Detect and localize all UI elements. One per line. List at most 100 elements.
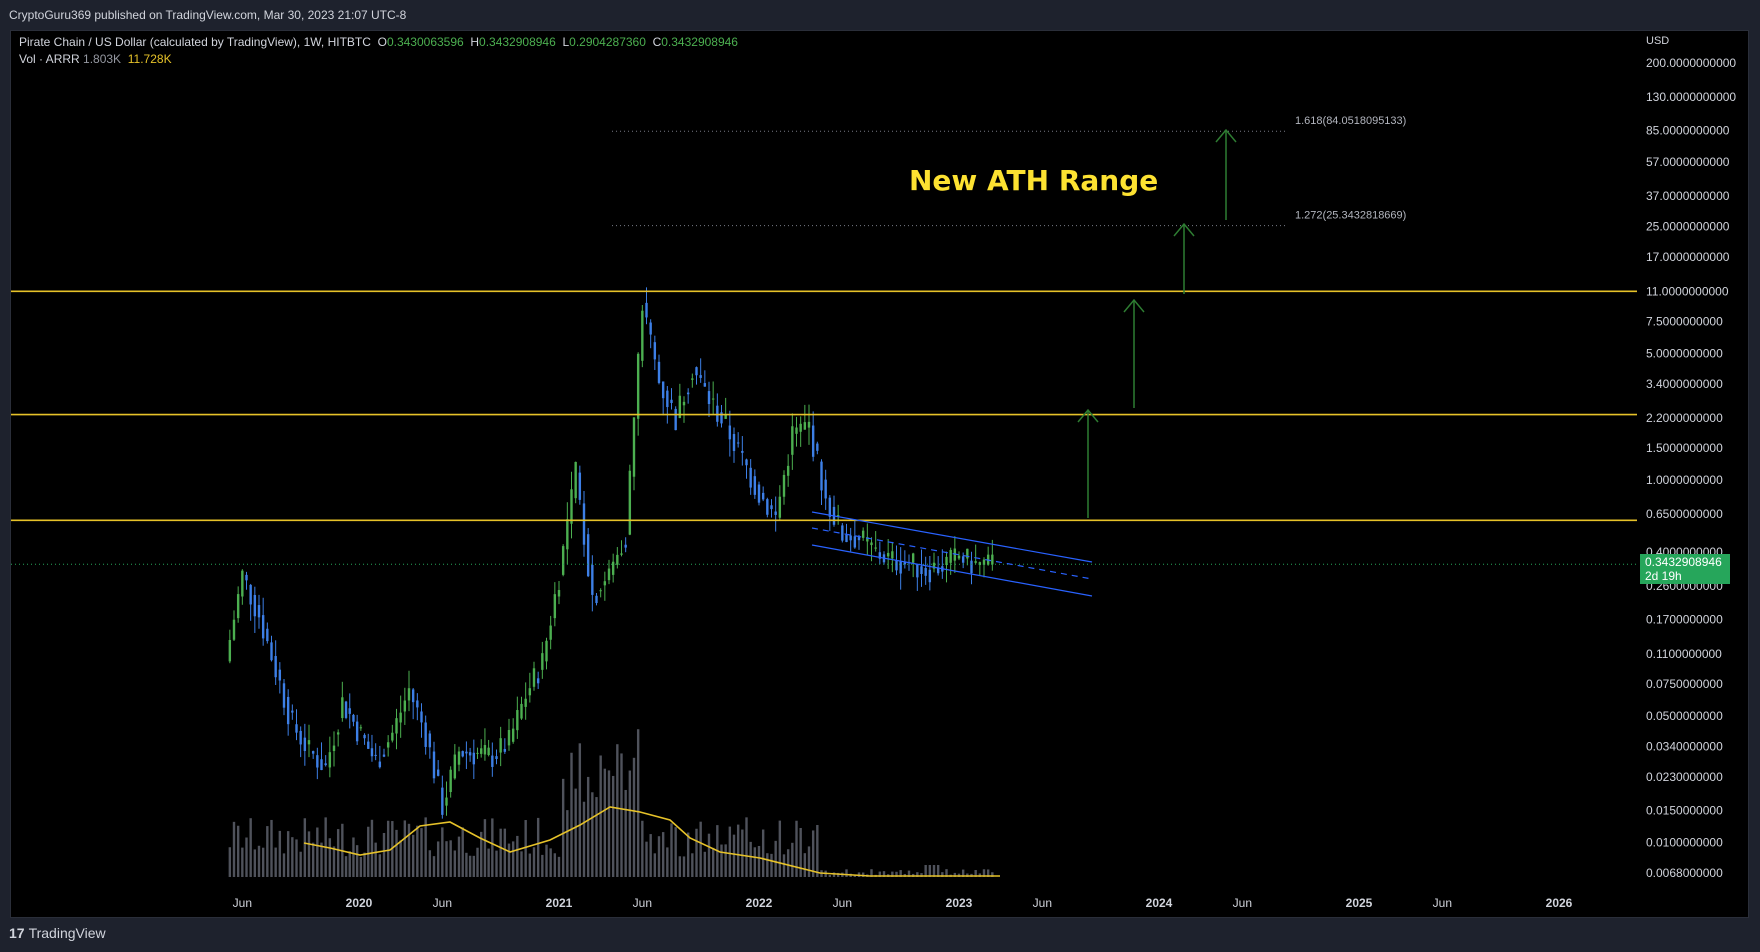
candle-body <box>282 683 286 708</box>
volume-bar <box>795 820 798 877</box>
candle-body <box>411 689 415 703</box>
candle-body <box>324 763 327 766</box>
y-tick-label: 200.0000000000 <box>1646 56 1736 70</box>
volume-bar <box>532 847 536 877</box>
volume-bar <box>367 826 370 877</box>
candle-body <box>686 392 690 395</box>
volume-bar <box>616 744 619 877</box>
candle-body <box>570 489 573 524</box>
candle-body <box>903 561 907 565</box>
volume-bar <box>480 831 483 877</box>
candle-body <box>461 751 464 757</box>
candle-body <box>491 755 494 767</box>
volume-bar <box>545 844 548 877</box>
candle-body <box>495 756 498 759</box>
volume-bar <box>666 847 669 877</box>
candle-body <box>374 754 377 756</box>
candle-body <box>261 615 265 639</box>
candle-body <box>749 467 752 488</box>
fib-extension-label: 1.272(25.3432818669) <box>1295 210 1406 222</box>
candle-body <box>516 710 519 731</box>
volume-bar <box>495 850 498 877</box>
volume-bar <box>899 870 902 877</box>
volume-bar <box>703 851 707 877</box>
volume-bar <box>691 853 694 877</box>
candle-body <box>857 537 861 541</box>
volume-bar <box>682 856 686 877</box>
volume-bar <box>582 801 586 877</box>
volume-bar <box>828 874 832 877</box>
candle-body <box>416 700 419 708</box>
candle-body <box>472 752 476 765</box>
x-tick-label: 2020 <box>346 896 373 910</box>
candle-body <box>291 710 294 713</box>
volume-bar <box>695 828 698 877</box>
target-arrow-head <box>1123 298 1145 313</box>
x-tick-label: Jun <box>633 896 652 910</box>
volume-bar <box>653 853 657 877</box>
candle-body <box>507 730 511 746</box>
candle-body <box>791 426 794 455</box>
volume-bar <box>457 836 461 877</box>
volume-bar <box>386 820 390 877</box>
candle-body <box>541 653 544 670</box>
volume-bar <box>378 854 382 877</box>
volume-bar <box>895 871 898 877</box>
candle-body <box>974 561 977 563</box>
volume-bar <box>728 826 732 877</box>
volume-bar <box>941 872 944 877</box>
volume-bar <box>982 869 986 877</box>
y-tick-label: 57.0000000000 <box>1646 155 1730 169</box>
candle-body <box>245 574 248 581</box>
candle-body <box>811 425 815 457</box>
candle-body <box>428 733 432 748</box>
volume-bar <box>511 841 515 877</box>
x-tick-label: Jun <box>1233 896 1252 910</box>
x-tick-label: 2021 <box>546 896 573 910</box>
y-tick-label: 130.0000000000 <box>1646 90 1736 104</box>
volume-bar <box>253 849 257 877</box>
candle-body <box>557 590 561 597</box>
candle-body <box>861 530 865 538</box>
volume-bar <box>449 840 452 877</box>
volume-bar <box>503 828 507 877</box>
candle-body <box>728 425 732 440</box>
candle-body <box>241 570 244 597</box>
volume-ma-value: 11.728K <box>127 52 172 66</box>
volume-bar <box>649 834 652 877</box>
candle-body <box>899 561 902 574</box>
volume-bar <box>307 831 311 877</box>
volume-bar <box>232 821 236 877</box>
candle-body <box>468 752 472 756</box>
candle-body <box>945 556 948 566</box>
volume-bar <box>336 829 340 877</box>
candle-body <box>778 496 782 518</box>
volume-bar <box>472 855 476 877</box>
x-tick-label: 2023 <box>946 896 973 910</box>
x-tick-label: Jun <box>233 896 252 910</box>
volume-bar <box>870 869 873 877</box>
volume-bar <box>678 856 682 877</box>
volume-bar <box>686 832 690 877</box>
volume-bar <box>320 842 323 877</box>
candle-body <box>603 581 607 586</box>
candle-body <box>836 515 840 517</box>
volume-ma-line <box>303 806 1000 877</box>
volume-bar <box>778 820 782 877</box>
candle-body <box>682 401 686 406</box>
candle-body <box>707 391 711 405</box>
volume-bar <box>732 834 736 877</box>
y-tick-label: 5.0000000000 <box>1646 346 1723 360</box>
volume-bar <box>861 872 865 877</box>
volume-bar <box>928 865 932 877</box>
candle-body <box>949 549 952 563</box>
chart-frame[interactable] <box>10 30 1749 918</box>
volume-bar <box>348 851 351 877</box>
volume-bar <box>607 770 611 877</box>
candle-body <box>249 584 252 605</box>
x-tick-label: Jun <box>433 896 452 910</box>
volume-bar <box>774 840 777 877</box>
footer-brand[interactable]: 17 TradingView <box>9 925 106 941</box>
candle-body <box>332 745 336 751</box>
